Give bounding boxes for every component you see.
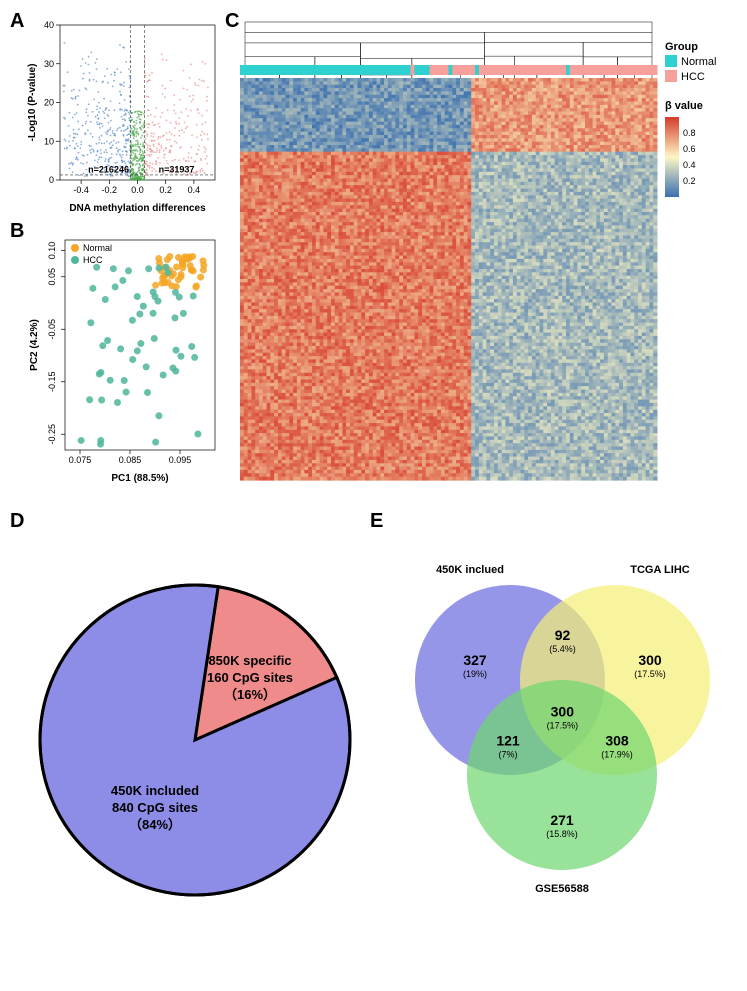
panel-a-volcano: -0.4 -0.2 0.0 0.2 0.4 0 10 20 30 40 DNA methylatio… [25,20,220,215]
svg-text:0.4: 0.4 [188,185,201,195]
svg-text:DNA methylation differences: DNA methylation differences [69,203,206,214]
svg-text:PC1 (88.5%): PC1 (88.5%) [111,473,168,484]
svg-text:-0.4: -0.4 [73,185,89,195]
panel-e-venn: 450K incluedTCGA LIHCGSE56588327(19%)300… [380,530,737,970]
svg-text:10: 10 [44,136,54,146]
svg-text:30: 30 [44,59,54,69]
svg-text:-Log10 (P-value): -Log10 (P-value) [27,64,38,142]
svg-text:0.05: 0.05 [47,268,57,286]
svg-text:0.085: 0.085 [119,455,142,465]
svg-text:n=216246: n=216246 [88,164,129,174]
svg-text:PC2 (4.2%): PC2 (4.2%) [29,319,40,371]
svg-text:0.0: 0.0 [131,185,144,195]
svg-text:0.075: 0.075 [69,455,92,465]
svg-text:Normal: Normal [83,243,112,253]
svg-text:0.095: 0.095 [169,455,192,465]
svg-text:0: 0 [49,175,54,185]
panel-d-label: D [10,510,24,533]
panel-c-heatmap: GroupNormalHCCβ value 0.20.40.60.8 [240,20,737,485]
svg-text:-0.25: -0.25 [47,424,57,445]
svg-text:20: 20 [44,98,54,108]
svg-text:0.10: 0.10 [47,242,57,260]
panel-b-pca: 0.075 0.085 0.095 -0.25 -0.15 -0.05 0.05 0.10 PC… [25,235,220,485]
panel-c-label: C [225,10,239,33]
svg-text:-0.2: -0.2 [102,185,118,195]
svg-text:40: 40 [44,20,54,30]
svg-text:HCC: HCC [83,255,103,265]
panel-d-pie: 850K specific160 CpG sites（16%）450K incl… [30,540,360,960]
svg-text:-0.15: -0.15 [47,371,57,392]
svg-text:0.2: 0.2 [159,185,172,195]
panel-a-label: A [10,10,24,33]
panel-b-label: B [10,220,24,243]
svg-text:n=31937: n=31937 [159,164,195,174]
svg-text:-0.05: -0.05 [47,319,57,340]
